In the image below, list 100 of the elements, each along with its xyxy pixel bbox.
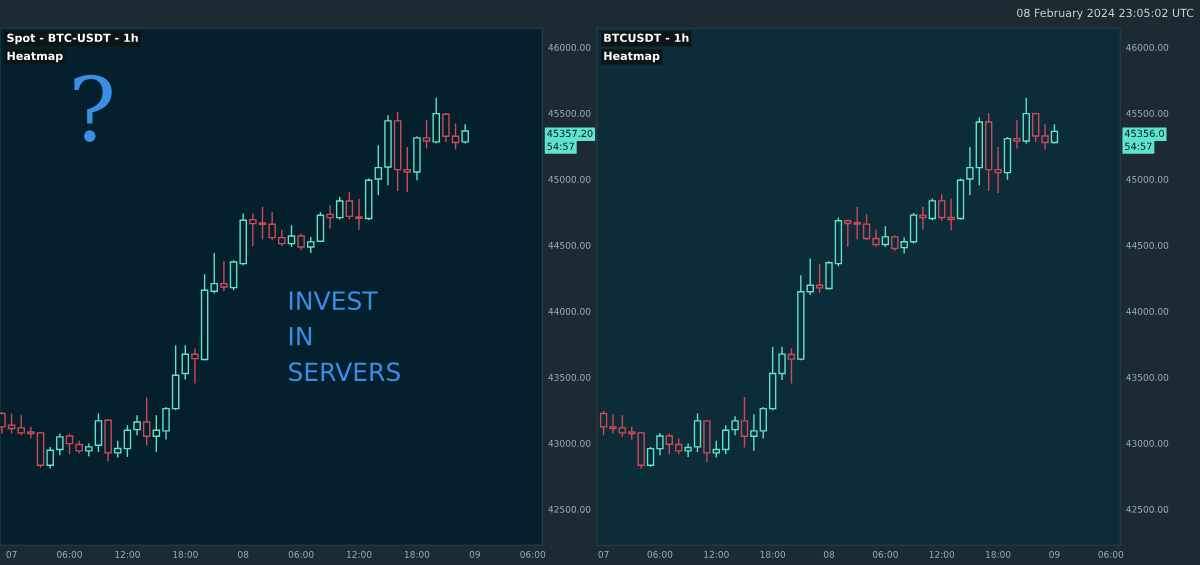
candlestick [335, 196, 344, 221]
candlestick [721, 424, 730, 455]
candlestick [191, 347, 199, 385]
x-tick-label: 06:00 [520, 550, 546, 558]
text: Heatmap [7, 51, 63, 63]
x-tick-label: 12:00 [929, 550, 955, 558]
candlestick [806, 257, 814, 296]
candlestick [656, 432, 664, 456]
x-tick-label: 09 [1049, 550, 1060, 558]
candlestick [133, 414, 141, 436]
x-tick-label: 06:00 [1098, 550, 1124, 558]
x-tick-label: 18:00 [404, 550, 430, 558]
x-tick-label: 07 [598, 550, 609, 558]
candlestick [268, 211, 276, 242]
candlestick [618, 414, 627, 438]
candlestick [815, 263, 824, 294]
candlestick [778, 346, 786, 381]
candlestick [403, 146, 412, 193]
candlestick [210, 252, 219, 295]
x-tick-label: 18:00 [986, 550, 1011, 558]
x-tick-label: 06:00 [647, 550, 673, 558]
candlestick [1013, 119, 1021, 150]
y-tick-label: 42500.00 [1126, 505, 1169, 513]
text: Heatmap [604, 51, 660, 63]
candlestick [853, 206, 861, 241]
candlestick [1031, 112, 1040, 143]
candlestick [258, 206, 267, 241]
candlestick [461, 123, 469, 145]
x-tick-label: 18:00 [760, 550, 786, 558]
x-tick-label: 09 [469, 550, 480, 558]
candlestick [994, 146, 1002, 194]
text: 54:57 [1125, 142, 1152, 150]
candlestick [46, 446, 54, 470]
candlestick [65, 432, 74, 455]
x-tick-label: 08 [823, 550, 835, 558]
text: 08 February 2024 23:05:02 UTC [1017, 8, 1194, 20]
candlestick [966, 146, 974, 196]
x-tick-label: 06:00 [57, 550, 82, 558]
y-tick-label: 43000.00 [1126, 439, 1169, 447]
y-tick-label: 45000.00 [548, 175, 591, 183]
x-tick-label: 06:00 [288, 550, 314, 558]
candlestick [881, 225, 890, 248]
candlestick [787, 347, 796, 385]
candlestick [938, 193, 946, 222]
candlestick [844, 218, 852, 248]
candlestick [326, 204, 334, 230]
candlestick [220, 260, 228, 292]
candlestick [422, 119, 431, 150]
candlestick [56, 432, 64, 456]
text: 45357.20 [547, 129, 593, 138]
candlestick [181, 344, 190, 381]
y-tick-label: 42500.00 [548, 505, 591, 513]
y-tick-label: 46000.00 [1126, 43, 1169, 51]
candlestick [947, 197, 955, 231]
candlestick [928, 197, 937, 221]
candlestick [162, 406, 170, 441]
candlestick [442, 112, 450, 143]
candlestick [17, 414, 26, 436]
y-tick-label: 44500.00 [1126, 241, 1169, 249]
candlestick [123, 424, 132, 458]
y-tick-label: 45500.00 [548, 109, 591, 117]
chart-title: BTCUSDT - 1h [604, 33, 689, 43]
y-tick-label: 44500.00 [548, 241, 591, 249]
text: 45356.0 [1124, 129, 1164, 138]
y-tick-label: 45500.00 [1126, 109, 1169, 117]
y-tick-label: 44000.00 [548, 307, 591, 315]
chart-title: Spot - BTC-USDT - 1h [7, 33, 138, 45]
annotation: ? [74, 74, 112, 142]
candlestick [646, 446, 655, 468]
x-tick-label: 07 [6, 550, 17, 558]
y-tick-label: 45000.00 [1126, 175, 1169, 183]
candlestick [740, 396, 749, 449]
candlestick [609, 413, 617, 435]
text: 54:57 [547, 142, 574, 150]
x-tick-label: 06:00 [872, 550, 898, 558]
candlestick [919, 206, 927, 231]
candlestick [152, 414, 161, 453]
annotation: INVEST IN SERVERS [289, 291, 400, 382]
y-tick-label: 46000.00 [548, 43, 591, 51]
y-tick-label: 43000.00 [548, 439, 591, 447]
candlestick [750, 413, 758, 452]
candlestick [862, 213, 871, 241]
candlestick [759, 406, 767, 440]
x-tick-label: 12:00 [347, 550, 372, 558]
candlestick [345, 191, 354, 221]
y-tick-label: 44000.00 [1126, 307, 1169, 315]
y-tick-label: 43500.00 [1126, 373, 1169, 381]
candlestick [355, 197, 363, 231]
candlestick [1041, 123, 1049, 151]
candlestick [287, 224, 296, 248]
candlestick [1050, 123, 1059, 145]
x-tick-label: 12:00 [704, 550, 729, 558]
candlestick [249, 212, 257, 247]
candlestick [665, 432, 674, 455]
candlestick [731, 415, 739, 436]
candlestick [374, 144, 383, 196]
candlestick [142, 396, 151, 446]
y-tick-label: 43500.00 [548, 373, 591, 381]
x-tick-label: 12:00 [115, 550, 140, 558]
candlestick [27, 426, 35, 440]
